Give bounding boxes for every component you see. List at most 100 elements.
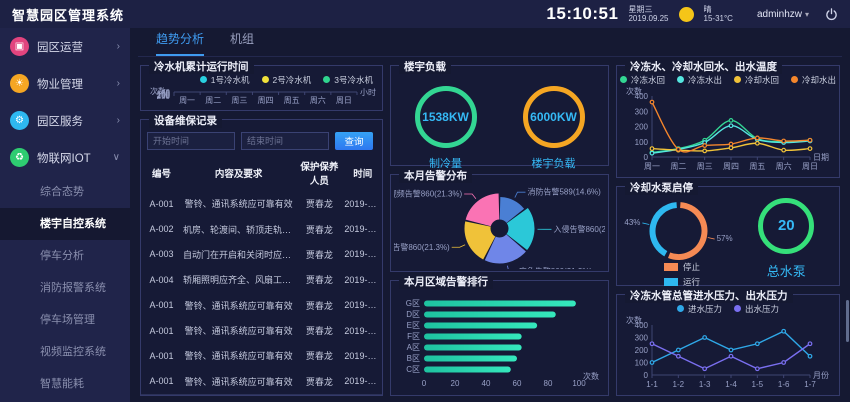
table-cell: 机房、轮渡间、轿顶走轨应清理 bbox=[182, 224, 295, 235]
legend-item-冷却水出[interactable]: 冷却水出 bbox=[791, 74, 836, 86]
table-cell: 2019-1-19 bbox=[344, 350, 382, 361]
svg-text:周三: 周三 bbox=[231, 96, 247, 105]
panel-title: 设备维保记录 bbox=[149, 113, 222, 128]
panel-title: 楼宇负载 bbox=[399, 59, 451, 74]
tab-bar: 趋势分析 机组 bbox=[138, 28, 842, 57]
svg-text:应急告警860(21.3%): 应急告警860(21.3%) bbox=[519, 266, 593, 269]
legend-dot bbox=[620, 76, 627, 83]
end-time-input[interactable] bbox=[241, 132, 329, 150]
scrollbar[interactable] bbox=[846, 300, 849, 342]
table-cell: A-003 bbox=[149, 249, 174, 260]
table-cell: 警铃、通讯系统应可靠有效 bbox=[184, 376, 293, 387]
sidebar-group-园区运营[interactable]: ▣ 园区运营 › bbox=[0, 28, 130, 65]
legend-dot bbox=[791, 76, 798, 83]
main-content: 趋势分析 机组 冷水机累计运行时间 1号冷水机 2号冷水机 3号冷水机 0 50 100 15… bbox=[130, 28, 850, 402]
sidebar-group-label: 园区运营 bbox=[37, 41, 83, 54]
svg-text:次数: 次数 bbox=[626, 315, 642, 325]
svg-text:周三: 周三 bbox=[697, 162, 713, 171]
sidebar-item-视频监控系统[interactable]: 视频监控系统 bbox=[40, 346, 106, 358]
park-service-icon: ⚙ bbox=[10, 111, 29, 130]
sidebar-item-综合态势[interactable]: 综合态势 bbox=[40, 186, 84, 198]
sidebar-item-楼宇自控系统[interactable]: 楼宇自控系统 bbox=[0, 208, 130, 240]
svg-text:日期: 日期 bbox=[813, 153, 829, 162]
date-block: 星期三 2019.09.25 bbox=[628, 5, 668, 23]
svg-text:入侵告警860(21.3%): 入侵告警860(21.3%) bbox=[553, 224, 605, 234]
table-cell: 贾春龙 bbox=[305, 224, 333, 235]
svg-text:43%: 43% bbox=[624, 218, 640, 227]
legend-item-冷冻水出[interactable]: 冷冻水出 bbox=[677, 74, 722, 86]
table-cell: 警铃、通讯系统应可靠有效 bbox=[184, 351, 293, 362]
park-operation-icon: ▣ bbox=[10, 37, 29, 56]
legend-item-出水压力[interactable]: 出水压力 bbox=[734, 303, 779, 315]
legend-item-2号冷水机[interactable]: 2号冷水机 bbox=[261, 74, 311, 86]
svg-text:周二: 周二 bbox=[205, 96, 221, 105]
legend-item-1号冷水机[interactable]: 1号冷水机 bbox=[199, 74, 250, 86]
column-header: 时间 bbox=[353, 169, 373, 180]
legend-dot bbox=[734, 305, 741, 313]
gauge-label: 总水泵 bbox=[766, 263, 806, 279]
legend-item-运行[interactable]: 运行 bbox=[664, 276, 737, 288]
sidebar-item-消防报警系统[interactable]: 消防报警系统 bbox=[40, 282, 106, 294]
table-cell: A-004 bbox=[149, 274, 174, 285]
start-time-input[interactable] bbox=[147, 132, 235, 150]
svg-text:0: 0 bbox=[644, 153, 649, 162]
svg-text:100: 100 bbox=[572, 379, 586, 388]
area-alarm-rank-chart: 0 20 40 60 80 100 次数 G区 D区 E区 F区 A区 B区 C区 bbox=[394, 288, 605, 393]
svg-text:周一: 周一 bbox=[644, 162, 660, 171]
table-cell: 贾春龙 bbox=[305, 326, 333, 337]
table-cell: A-002 bbox=[149, 224, 174, 235]
table-cell: 2019-1-17 bbox=[344, 376, 382, 387]
table-row: A-001 警铃、通讯系统应可靠有效 贾春龙 2019-1-19 bbox=[141, 343, 382, 368]
svg-text:B区: B区 bbox=[407, 354, 420, 363]
panel-title: 冷水机累计运行时间 bbox=[149, 59, 254, 74]
legend-dot bbox=[677, 76, 684, 83]
table-cell: A-001 bbox=[149, 325, 174, 336]
tab-机组[interactable]: 机组 bbox=[230, 32, 255, 46]
table-row: A-001 警铃、通讯系统应可靠有效 贾春龙 2019-1-19 bbox=[141, 318, 382, 343]
sidebar-group-label: 园区服务 bbox=[37, 115, 83, 128]
svg-text:周二: 周二 bbox=[670, 162, 686, 171]
svg-text:1-3: 1-3 bbox=[699, 380, 711, 389]
legend-item-冷却水回[interactable]: 冷却水回 bbox=[734, 74, 779, 86]
svg-text:周四: 周四 bbox=[723, 162, 739, 171]
temp-range: 15-31°C bbox=[703, 14, 733, 23]
sidebar-group-物联网IOT[interactable]: ♻ 物联网IOT ∨ bbox=[0, 139, 130, 176]
power-button[interactable] bbox=[825, 7, 838, 21]
gauge-ring: 1538KW bbox=[414, 86, 477, 148]
gauge-value: 1538KW bbox=[422, 110, 469, 124]
column-header: 保护保养人员 bbox=[300, 162, 339, 187]
svg-text:200: 200 bbox=[635, 346, 649, 355]
power-icon bbox=[826, 7, 837, 20]
date: 2019.09.25 bbox=[628, 14, 669, 23]
table-cell: 轿厢照明应齐全、风扇工作应正常 bbox=[182, 275, 295, 286]
svg-text:A区: A区 bbox=[407, 343, 420, 352]
svg-text:0: 0 bbox=[166, 88, 171, 97]
panel-building-load: 楼宇负载 1538KW 制冷量 6000KW 楼宇负载 bbox=[390, 59, 609, 170]
gauge-总水泵: 20 总水泵 bbox=[758, 197, 815, 280]
sidebar-group-物业管理[interactable]: ☀ 物业管理 › bbox=[0, 65, 130, 102]
svg-text:D区: D区 bbox=[406, 310, 420, 319]
svg-text:1-5: 1-5 bbox=[752, 380, 764, 389]
sidebar-item-停车分析[interactable]: 停车分析 bbox=[40, 250, 84, 262]
table-cell: 警铃、通讯系统应可靠有效 bbox=[184, 199, 293, 210]
legend-item-进水压力[interactable]: 进水压力 bbox=[676, 303, 722, 315]
sidebar-item-停车场管理[interactable]: 停车场管理 bbox=[40, 314, 95, 326]
table-cell: 警铃、通讯系统应可靠有效 bbox=[184, 326, 293, 337]
weather-label: 晴 bbox=[703, 5, 712, 14]
sidebar-group-园区服务[interactable]: ⚙ 园区服务 › bbox=[0, 102, 130, 139]
svg-text:200: 200 bbox=[635, 123, 649, 132]
query-button[interactable]: 查询 bbox=[335, 132, 373, 150]
weekday: 星期三 bbox=[628, 5, 653, 14]
legend-item-停止[interactable]: 停止 bbox=[664, 261, 737, 273]
tab-趋势分析[interactable]: 趋势分析 bbox=[156, 30, 205, 56]
panel-title: 本月告警分布 bbox=[399, 167, 472, 183]
pipe-pressure-chart: 进水压力 出水压力 0 100 200 300 400 次数 月份 1-1 1-2 1-3 1-4 1-5… bbox=[620, 302, 836, 393]
panel-title: 本月区域告警排行 bbox=[399, 273, 493, 289]
gauge-label: 制冷量 bbox=[429, 158, 462, 170]
table-cell: A-001 bbox=[149, 376, 174, 387]
legend-dot bbox=[199, 76, 207, 83]
user-menu[interactable]: adminhzw ▾ bbox=[757, 9, 809, 20]
legend-item-冷冻水回[interactable]: 冷冻水回 bbox=[620, 74, 665, 86]
legend-item-3号冷水机[interactable]: 3号冷水机 bbox=[323, 74, 373, 86]
sidebar-item-智慧能耗[interactable]: 智慧能耗 bbox=[40, 378, 84, 390]
